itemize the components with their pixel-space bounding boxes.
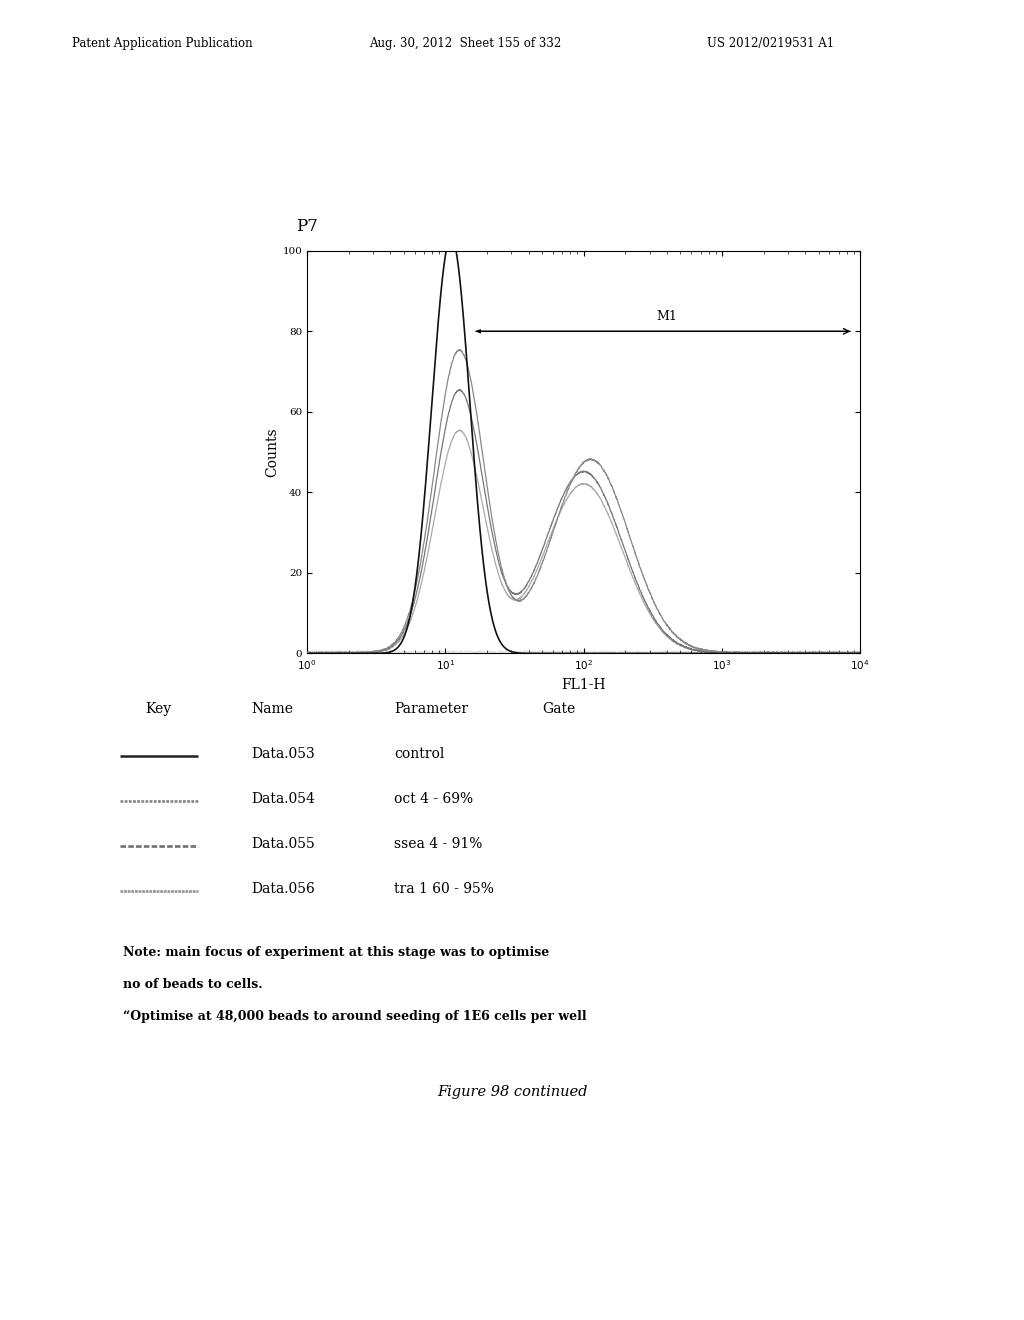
Y-axis label: Counts: Counts [265, 428, 280, 477]
Text: Note: main focus of experiment at this stage was to optimise: Note: main focus of experiment at this s… [123, 946, 549, 960]
Text: Data.054: Data.054 [251, 792, 314, 807]
Text: no of beads to cells.: no of beads to cells. [123, 978, 262, 991]
Text: Patent Application Publication: Patent Application Publication [72, 37, 252, 50]
Text: ssea 4 - 91%: ssea 4 - 91% [394, 837, 482, 851]
Text: Parameter: Parameter [394, 702, 468, 717]
Text: US 2012/0219531 A1: US 2012/0219531 A1 [707, 37, 834, 50]
Text: M1: M1 [656, 310, 677, 323]
Text: Data.055: Data.055 [251, 837, 314, 851]
Text: P7: P7 [296, 218, 318, 235]
Text: Data.056: Data.056 [251, 882, 314, 896]
Text: Figure 98 continued: Figure 98 continued [437, 1085, 587, 1100]
Text: oct 4 - 69%: oct 4 - 69% [394, 792, 473, 807]
Text: Name: Name [251, 702, 293, 717]
Text: Gate: Gate [543, 702, 575, 717]
Text: “Optimise at 48,000 beads to around seeding of 1E6 cells per well: “Optimise at 48,000 beads to around seed… [123, 1010, 587, 1023]
Text: Aug. 30, 2012  Sheet 155 of 332: Aug. 30, 2012 Sheet 155 of 332 [369, 37, 561, 50]
Text: control: control [394, 747, 444, 762]
Text: tra 1 60 - 95%: tra 1 60 - 95% [394, 882, 495, 896]
X-axis label: FL1-H: FL1-H [561, 677, 606, 692]
Text: Key: Key [145, 702, 172, 717]
Text: Data.053: Data.053 [251, 747, 314, 762]
